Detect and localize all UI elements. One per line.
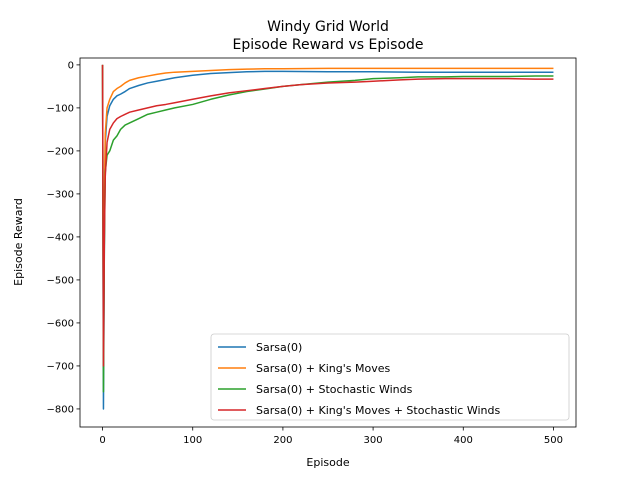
y-tick-label: −400 [47,232,74,243]
x-tick-label: 0 [99,435,105,446]
legend-label-1: Sarsa(0) [256,341,302,354]
y-axis-ticks: 0 −100 −200 −300 −400 −500 −600 −700 −800 [47,60,80,415]
x-axis-ticks: 0 100 200 300 400 500 [99,427,563,446]
y-tick-label: −800 [47,404,74,415]
y-tick-label: 0 [68,60,74,71]
chart-title-line-2: Episode Reward vs Episode [232,37,423,53]
x-tick-label: 300 [364,435,383,446]
y-axis-label: Episode Reward [12,198,25,286]
y-tick-label: −200 [47,146,74,157]
series-line-4 [101,64,554,367]
series-lines [101,64,554,410]
chart-title-line-1: Windy Grid World [267,19,389,35]
x-tick-label: 200 [273,435,292,446]
legend-label-2: Sarsa(0) + King's Moves [256,362,390,375]
x-tick-label: 400 [454,435,473,446]
series-line-1 [101,64,554,410]
legend: Sarsa(0) Sarsa(0) + King's Moves Sarsa(0) … [210,333,570,421]
y-tick-label: −700 [47,361,74,372]
y-tick-label: −300 [47,189,74,200]
legend-label-4: Sarsa(0) + King's Moves + Stochastic Win… [256,404,500,417]
x-tick-label: 100 [183,435,202,446]
y-tick-label: −100 [47,103,74,114]
legend-label-3: Sarsa(0) + Stochastic Winds [256,383,413,396]
y-tick-label: −600 [47,318,74,329]
plot-frame [79,57,577,428]
x-axis-label: Episode [306,456,349,469]
series-line-3 [101,64,554,393]
legend-box [210,333,570,421]
x-tick-label: 500 [544,435,563,446]
y-tick-label: −500 [47,275,74,286]
series-line-2 [101,64,554,341]
